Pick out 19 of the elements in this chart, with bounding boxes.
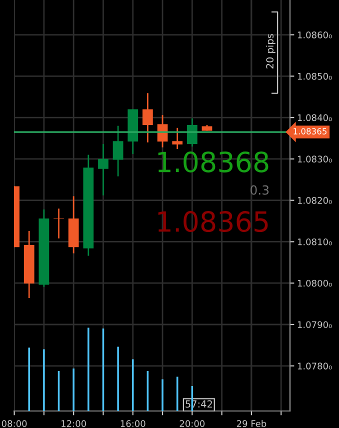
y-tick-label: 1.0850₀ (298, 72, 332, 80)
annotation: 1.08368 (158, 151, 268, 172)
annotation: 1.08365 (158, 211, 268, 232)
ref-line-label: 1.08365 (294, 128, 326, 134)
x-tick-label: 12:00 (62, 420, 86, 428)
y-tick-label: 1.0810₀ (298, 238, 332, 246)
x-tick-label: 08:00 (2, 420, 27, 428)
y-tick-label: 1.0780₀ (298, 362, 332, 370)
y-tick-label: 1.0820₀ (298, 197, 332, 204)
y-tick-label: 1.0840₀ (298, 114, 332, 122)
y-tick-label: 1.0790₀ (298, 321, 332, 328)
x-tick-label: 20:00 (180, 420, 205, 428)
y-tick-label: 1.0830₀ (298, 156, 332, 162)
annotation: 0.3 (250, 185, 269, 195)
annotation: 20 pips (266, 34, 276, 68)
x-tick-label: 16:00 (120, 420, 146, 428)
x-tick-label: 29 Feb (236, 420, 266, 428)
y-tick-label: 1.0860₀ (298, 31, 332, 38)
y-tick-label: 1.0800₀ (298, 280, 332, 287)
